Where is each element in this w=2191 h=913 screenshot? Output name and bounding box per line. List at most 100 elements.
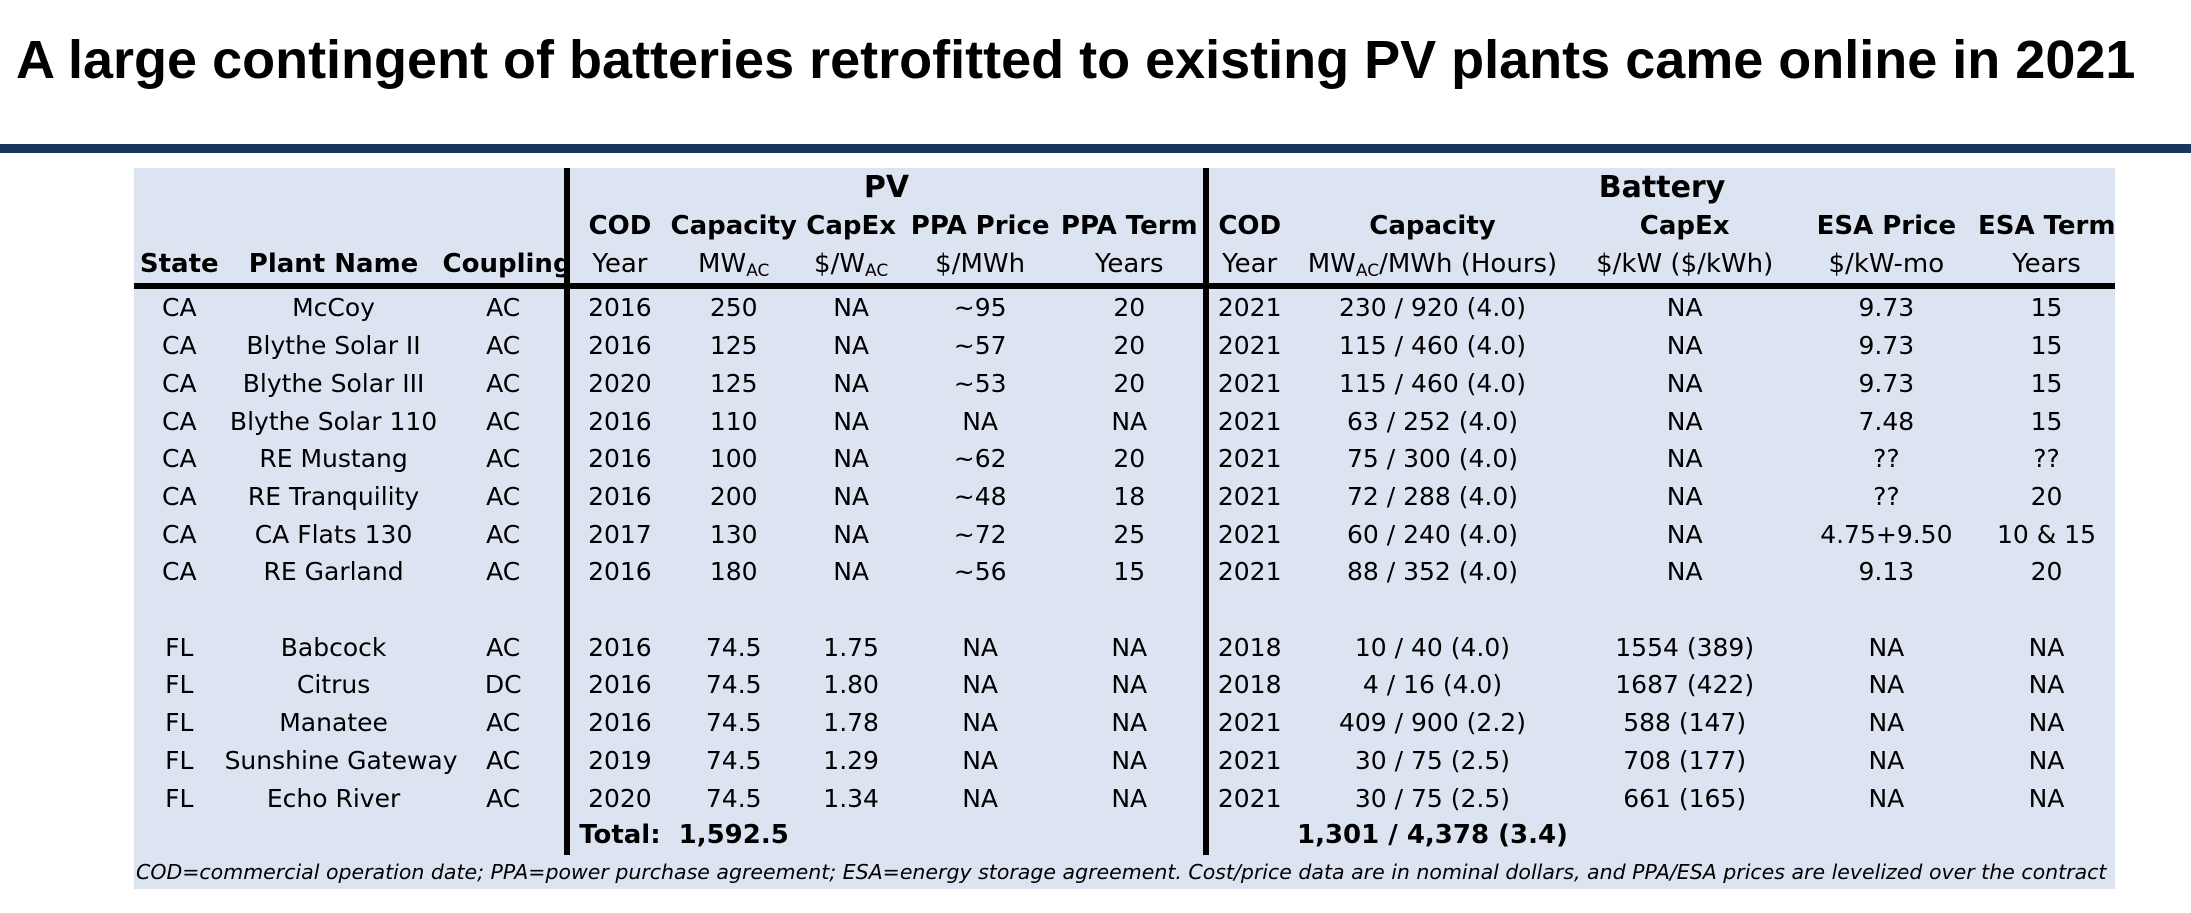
page-title: A large contingent of batteries retrofit… <box>16 30 2136 90</box>
cell-plant-name: RE Mustang <box>259 444 408 474</box>
cell-state: CA <box>162 444 197 474</box>
cell-state: CA <box>162 519 197 549</box>
cell-pv-cod-year: 2020 <box>563 779 671 818</box>
cell-battery-capex: NA <box>1666 293 1703 323</box>
cell-pv-capacity: 74.5 <box>705 670 762 700</box>
header-battery-capex: CapEx <box>1639 211 1730 241</box>
cell-esa-term: NA <box>2028 670 2065 700</box>
cell-pv-capex: NA <box>833 481 870 511</box>
cell-esa-price: NA <box>1868 783 1905 813</box>
cell-battery-capacity: 30 / 75 (2.5) <box>1354 783 1511 813</box>
table-row: FL Echo River AC 2020 74.5 1.34 NA NA 2021 30 / 7… <box>134 779 2115 818</box>
cell-ppa-term: 25 <box>1113 519 1146 549</box>
cell-battery-capex: 661 (165) <box>1623 783 1747 813</box>
cell-esa-term: 10 & 15 <box>1996 519 2096 549</box>
cell-ppa-price: NA <box>962 406 999 436</box>
cell-battery-cod-year: 2021 <box>1203 704 1291 742</box>
cell-pv-cod-year: 2016 <box>563 477 671 516</box>
cell-ppa-price: ~53 <box>953 368 1007 398</box>
header-row-units: State Plant Name Coupling Year MWAC $/WA… <box>134 245 2115 290</box>
cell-pv-capacity: 130 <box>709 519 758 549</box>
cell-pv-capacity: 180 <box>709 557 758 587</box>
cell-esa-term: 15 <box>2030 368 2063 398</box>
table-row: CA RE Tranquility AC 2016 200 NA ~48 18 2021 72 /… <box>134 477 2115 516</box>
cell-state: FL <box>165 783 194 813</box>
cell-ppa-term: NA <box>1111 670 1148 700</box>
cell-battery-capex: NA <box>1666 331 1703 361</box>
unit-battery-capex: $/kW ($/kWh) <box>1574 245 1795 290</box>
cell-plant-name: Blythe Solar 110 <box>229 406 438 436</box>
cell-esa-term: ?? <box>2033 444 2060 474</box>
cell-esa-term: 20 <box>2030 557 2063 587</box>
group-pv: PV <box>563 168 1207 208</box>
header-plant-name: Plant Name <box>224 245 443 290</box>
cell-battery-cod-year: 2021 <box>1203 741 1291 780</box>
cell-pv-capex: NA <box>833 293 870 323</box>
table-row: CA RE Garland AC 2016 180 NA ~56 15 2021 88 / 352… <box>134 553 2115 592</box>
cell-plant-name: RE Tranquility <box>247 481 420 511</box>
cell-plant-name: Babcock <box>280 632 387 662</box>
cell-esa-price: 9.73 <box>1858 368 1915 398</box>
cell-pv-cod-year: 2016 <box>563 440 671 478</box>
cell-pv-cod-year: 2016 <box>563 402 671 441</box>
cell-battery-cod-year: 2021 <box>1203 402 1291 441</box>
cell-ppa-price: NA <box>962 708 999 738</box>
cell-battery-cod-year: 2021 <box>1203 327 1291 365</box>
cell-esa-price: NA <box>1868 708 1905 738</box>
cell-ppa-term: NA <box>1111 632 1148 662</box>
cell-coupling: AC <box>486 293 521 323</box>
cell-ppa-term: 20 <box>1113 331 1146 361</box>
cell-ppa-term: 15 <box>1113 557 1146 587</box>
cell-coupling: AC <box>486 557 521 587</box>
cell-coupling: AC <box>486 368 521 398</box>
header-pv-capacity: Capacity <box>670 211 797 241</box>
cell-esa-term: 20 <box>2030 481 2063 511</box>
cell-pv-capacity: 200 <box>709 481 758 511</box>
cell-ppa-term: 20 <box>1113 368 1146 398</box>
cell-battery-capacity: 409 / 900 (2.2) <box>1338 708 1526 738</box>
cell-battery-capex: NA <box>1666 481 1703 511</box>
cell-battery-capex: NA <box>1666 368 1703 398</box>
unit-ppa-term: Years <box>1055 245 1207 290</box>
cell-battery-capacity: 63 / 252 (4.0) <box>1346 406 1518 436</box>
cell-ppa-term: NA <box>1111 783 1148 813</box>
cell-pv-capacity: 125 <box>709 331 758 361</box>
cell-pv-capacity: 125 <box>709 368 758 398</box>
cell-pv-cod-year: 2020 <box>563 364 671 403</box>
totals-battery-capacity: 1,301 / 4,378 (3.4) <box>1296 820 1568 851</box>
table-row: CA Blythe Solar III AC 2020 125 NA ~53 20 2021 11… <box>134 364 2115 403</box>
cell-pv-cod-year: 2017 <box>563 515 671 554</box>
cell-battery-capex: NA <box>1666 557 1703 587</box>
cell-state: FL <box>165 670 194 700</box>
cell-coupling: AC <box>486 708 521 738</box>
cell-esa-price: 9.73 <box>1858 331 1915 361</box>
cell-ppa-term: NA <box>1111 708 1148 738</box>
table-row: CA RE Mustang AC 2016 100 NA ~62 20 2021 75 / 300… <box>134 440 2115 478</box>
totals-row: Total: 1,592.5 1,301 / 4,378 (3.4) <box>134 817 2115 855</box>
cell-pv-cod-year: 2016 <box>563 628 671 667</box>
cell-plant-name: Sunshine Gateway <box>224 745 458 775</box>
cell-battery-capacity: 230 / 920 (4.0) <box>1338 293 1526 323</box>
cell-esa-price: ?? <box>1873 481 1900 511</box>
unit-pv-year: Year <box>563 245 671 290</box>
table-row: FL Babcock AC 2016 74.5 1.75 NA NA 2018 10 / 40 (… <box>134 628 2115 667</box>
cell-battery-capacity: 72 / 288 (4.0) <box>1346 481 1518 511</box>
unit-battery-year: Year <box>1203 245 1291 290</box>
cell-pv-cod-year: 2016 <box>563 704 671 742</box>
cell-esa-term: 15 <box>2030 293 2063 323</box>
unit-battery-capacity: MWAC/MWh (Hours) <box>1290 245 1575 290</box>
cell-plant-name: CA Flats 130 <box>254 519 413 549</box>
cell-battery-capex: 1554 (389) <box>1615 632 1755 662</box>
cell-pv-capacity: 74.5 <box>705 745 762 775</box>
unit-esa-term: Years <box>1977 245 2115 290</box>
cell-ppa-term: 20 <box>1113 444 1146 474</box>
cell-pv-cod-year: 2019 <box>563 741 671 780</box>
cell-esa-price: 4.75+9.50 <box>1820 519 1953 549</box>
cell-esa-term: 15 <box>2030 406 2063 436</box>
unit-ppa-price: $/MWh <box>904 245 1056 290</box>
group-spacer-row <box>134 591 2115 629</box>
header-esa-term: ESA Term <box>1977 211 2116 241</box>
cell-coupling: DC <box>484 670 522 700</box>
cell-coupling: AC <box>486 406 521 436</box>
cell-battery-cod-year: 2021 <box>1203 440 1291 478</box>
